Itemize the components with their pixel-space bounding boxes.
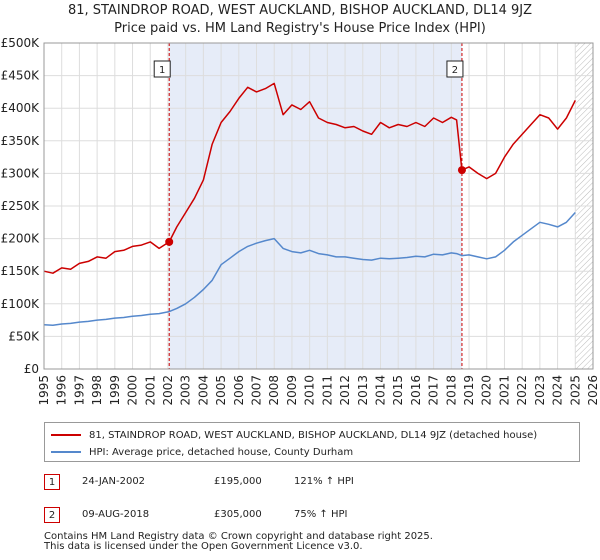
plot-frame [43,42,594,370]
x-tick-label: 2005 [214,375,228,406]
x-tick-label: 2022 [515,375,529,406]
chart-title: 81, STAINDROP ROAD, WEST AUCKLAND, BISHO… [67,3,533,18]
y-tick-label: £200K [1,232,41,246]
x-tick-label: 2015 [391,375,405,406]
sale-label-number: 2 [452,65,458,76]
x-tick-label: 2014 [373,375,387,406]
y-tick-label: £0 [24,362,39,376]
x-tick-label: 2023 [533,375,547,406]
footer-licence: This data is licensed under the Open Gov… [44,541,363,552]
y-tick-label: £150K [1,264,41,278]
x-tick-label: 2013 [356,375,370,406]
sale-point [457,166,466,175]
legend-swatch-hpi [51,451,81,453]
sale-row-2: 2 09-AUG-2018 £305,000 75% ↑ HPI [44,504,384,528]
x-tick-label: 2012 [338,375,352,406]
legend-item-property: 81, STAINDROP ROAD, WEST AUCKLAND, BISHO… [51,427,537,443]
x-tick-label: 2020 [480,375,494,406]
property-price-line [43,82,576,274]
x-tick-label: 2002 [161,375,175,406]
x-tick-label: 2021 [497,375,511,406]
sale-badge: 1 [44,474,60,490]
x-tick-label: 2011 [320,375,334,406]
y-tick-label: £400K [1,101,41,115]
sale-badge: 2 [44,507,60,523]
legend-label-hpi: HPI: Average price, detached house, Coun… [89,446,354,458]
sale-date: 09-AUG-2018 [82,509,150,520]
x-tick-label: 1997 [72,375,86,406]
x-tick-label: 1995 [37,375,51,406]
x-tick-label: 2019 [462,375,476,406]
x-tick-label: 2025 [568,375,582,406]
footer: Contains HM Land Registry data © Crown c… [44,532,433,552]
y-tick-label: £50K [8,329,40,343]
legend-label-property: 81, STAINDROP ROAD, WEST AUCKLAND, BISHO… [89,429,538,441]
legend: 81, STAINDROP ROAD, WEST AUCKLAND, BISHO… [44,422,580,462]
x-tick-label: 1999 [108,375,122,406]
legend-item-hpi: HPI: Average price, detached house, Coun… [51,444,353,460]
y-tick-label: £350K [1,134,41,148]
x-tick-label: 2016 [409,375,423,406]
x-tick-label: 1996 [55,375,69,406]
sale-price: £195,000 [214,476,262,487]
x-tick-label: 2017 [427,375,441,406]
x-tick-label: 2001 [143,375,157,406]
x-tick-label: 2004 [196,375,210,406]
sale-label-box [446,60,464,78]
x-tick-label: 2007 [250,375,264,406]
x-tick-label: 2003 [179,375,193,406]
x-tick-label: 2024 [551,375,565,406]
x-tick-label: 2026 [586,375,600,406]
sale-date: 24-JAN-2002 [82,476,146,487]
y-tick-label: £100K [1,297,41,311]
x-tick-label: 2009 [285,375,299,406]
footer-copyright: Contains HM Land Registry data © Crown c… [44,531,433,542]
y-tick-label: £450K [1,69,41,83]
sale-label-number: 1 [159,65,165,76]
x-tick-label: 2000 [126,375,140,406]
y-tick-label: £250K [1,199,41,213]
chart-title-block: 81, STAINDROP ROAD, WEST AUCKLAND, BISHO… [0,2,600,38]
legend-swatch-property [51,434,81,436]
chart-subtitle: Price paid vs. HM Land Registry's House … [114,21,486,36]
x-tick-label: 2008 [267,375,281,406]
sale-price: £305,000 [214,509,262,520]
x-tick-label: 2018 [444,375,458,406]
y-tick-label: £500K [1,36,41,50]
sale-label-box [153,60,171,78]
x-tick-label: 1998 [90,375,104,406]
sale-hpi-change: 121% ↑ HPI [294,476,354,487]
x-tick-label: 2010 [303,375,317,406]
sale-hpi-change: 75% ↑ HPI [294,509,348,520]
hpi-line [43,211,576,327]
x-tick-label: 2006 [232,375,246,406]
sale-row-1: 1 24-JAN-2002 £195,000 121% ↑ HPI [44,471,384,495]
y-tick-label: £300K [1,166,41,180]
sale-point [165,237,174,246]
price-chart: £0 £50K £100K £150K £200K £250K £300K £350K £400… [1,36,600,406]
